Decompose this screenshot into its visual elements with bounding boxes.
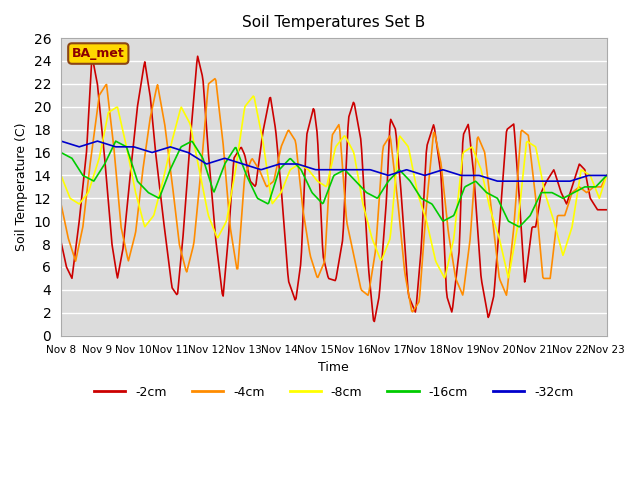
X-axis label: Time: Time	[319, 361, 349, 374]
Legend: -2cm, -4cm, -8cm, -16cm, -32cm: -2cm, -4cm, -8cm, -16cm, -32cm	[89, 381, 579, 404]
Title: Soil Temperatures Set B: Soil Temperatures Set B	[242, 15, 426, 30]
Text: BA_met: BA_met	[72, 47, 125, 60]
Y-axis label: Soil Temperature (C): Soil Temperature (C)	[15, 122, 28, 251]
